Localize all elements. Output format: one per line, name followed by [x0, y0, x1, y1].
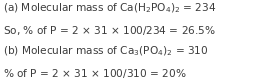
Text: (a) Molecular mass of Ca(H$_2$PO$_4$)$_2$ = 234: (a) Molecular mass of Ca(H$_2$PO$_4$)$_2…: [3, 1, 216, 15]
Text: (b) Molecular mass of Ca$_3$(PO$_4$)$_2$ = 310: (b) Molecular mass of Ca$_3$(PO$_4$)$_2$…: [3, 44, 208, 58]
Text: So, % of P = 2 $\times$ 31 $\times$ 100/234 = 26.5%: So, % of P = 2 $\times$ 31 $\times$ 100/…: [3, 23, 216, 37]
Text: % of P = 2 $\times$ 31 $\times$ 100/310 = 20%: % of P = 2 $\times$ 31 $\times$ 100/310 …: [3, 67, 186, 80]
